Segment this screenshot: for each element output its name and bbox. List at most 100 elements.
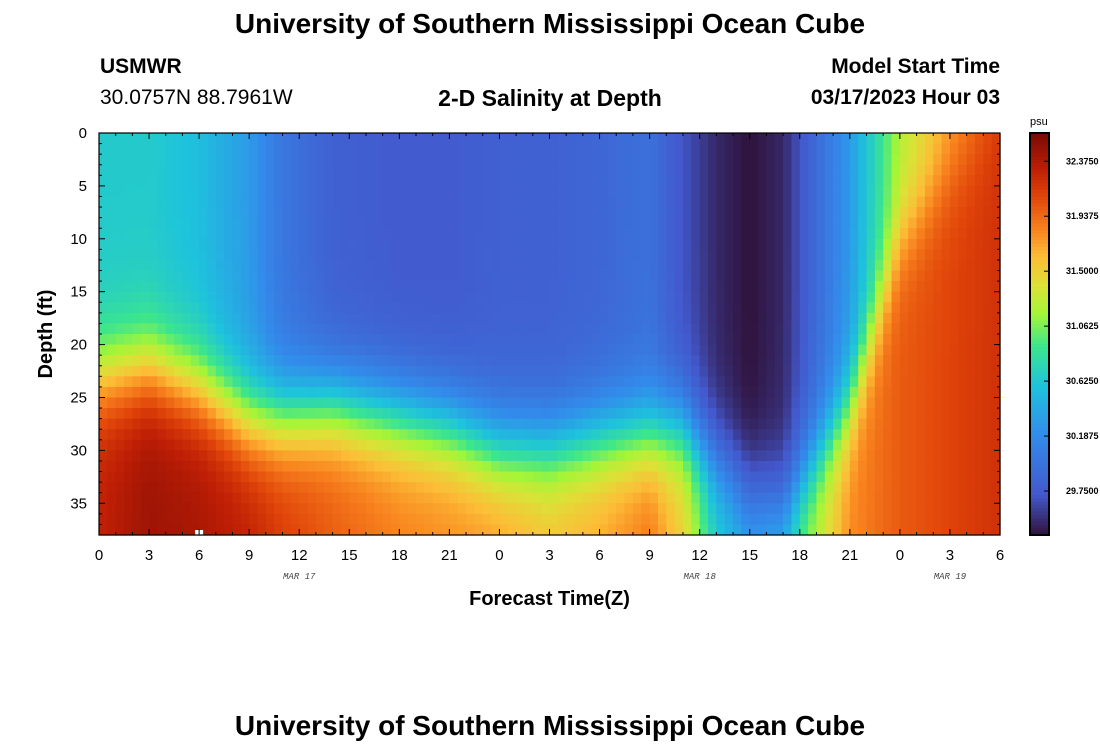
heatmap-cell (799, 175, 809, 187)
heatmap-cell (983, 133, 993, 145)
heatmap-cell (265, 482, 275, 494)
heatmap-cell (657, 207, 667, 219)
heatmap-cell (549, 228, 559, 240)
heatmap-cell (883, 133, 893, 145)
heatmap-cell (966, 196, 976, 208)
heatmap-cell (457, 196, 467, 208)
heatmap-cell (240, 185, 250, 198)
heatmap-cell (174, 376, 184, 388)
heatmap-cell (107, 143, 117, 155)
heatmap-cell (749, 397, 759, 409)
heatmap-cell (449, 196, 459, 208)
heatmap-cell (349, 281, 359, 293)
heatmap-cell (607, 386, 617, 399)
heatmap-cell (107, 302, 117, 314)
heatmap-cell (149, 154, 158, 166)
heatmap-cell (674, 376, 684, 388)
heatmap-cell (766, 323, 776, 335)
heatmap-cell (265, 291, 275, 303)
heatmap-cell (808, 164, 818, 176)
heatmap-cell (140, 302, 150, 314)
heatmap-cell (616, 133, 626, 145)
heatmap-cell (432, 397, 442, 409)
heatmap-cell (874, 175, 884, 187)
heatmap-cell (674, 228, 684, 240)
heatmap-cell (557, 344, 567, 356)
heatmap-cell (516, 312, 526, 325)
heatmap-cell (874, 133, 884, 145)
heatmap-cell (107, 344, 117, 356)
heatmap-cell (582, 355, 592, 367)
heatmap-cell (349, 291, 359, 303)
heatmap-cell (774, 238, 784, 250)
heatmap-cell (357, 133, 367, 145)
heatmap-cell (357, 482, 367, 494)
heatmap-cell (140, 238, 150, 250)
heatmap-cell (307, 492, 317, 504)
heatmap-cell (899, 450, 909, 462)
heatmap-cell (232, 386, 242, 399)
heatmap-cell (249, 513, 259, 526)
colorbar-segment (1030, 377, 1049, 382)
heatmap-cell (666, 312, 676, 325)
heatmap-cell (282, 249, 292, 261)
heatmap-cell (340, 228, 350, 240)
heatmap-cell (774, 259, 784, 272)
heatmap-cell (407, 185, 417, 198)
heatmap-cell (240, 312, 250, 325)
colorbar-segment (1030, 397, 1049, 402)
heatmap-cell (349, 513, 359, 526)
heatmap-cell (657, 185, 667, 198)
heatmap-cell (733, 302, 742, 314)
heatmap-cell (724, 217, 734, 229)
heatmap-cell (657, 291, 667, 303)
heatmap-cell (449, 154, 459, 166)
heatmap-cell (582, 133, 592, 145)
heatmap-cell (591, 196, 601, 208)
heatmap-cell (566, 482, 576, 494)
heatmap-cell (507, 291, 517, 303)
heatmap-cell (416, 376, 425, 388)
heatmap-cell (424, 217, 434, 229)
heatmap-cell (974, 143, 984, 155)
heatmap-cell (340, 418, 350, 430)
heatmap-cell (466, 154, 476, 166)
heatmap-cell (207, 503, 217, 515)
heatmap-cell (858, 291, 868, 303)
heatmap-cell (340, 196, 350, 208)
heatmap-cell (290, 323, 300, 335)
heatmap-cell (315, 386, 325, 399)
heatmap-cell (724, 418, 734, 430)
heatmap-cell (165, 196, 175, 208)
heatmap-cell (799, 207, 809, 219)
heatmap-cell (749, 376, 759, 388)
heatmap-cell (182, 524, 192, 536)
heatmap-cell (708, 312, 717, 325)
heatmap-cell (282, 281, 292, 293)
heatmap-cell (207, 217, 217, 229)
heatmap-cell (849, 312, 859, 325)
heatmap-cell (891, 133, 901, 145)
heatmap-cell (841, 228, 851, 240)
heatmap-cell (916, 460, 926, 473)
heatmap-cell (783, 376, 793, 388)
heatmap-cell (499, 164, 509, 176)
heatmap-cell (324, 344, 334, 356)
heatmap-cell (833, 503, 843, 515)
heatmap-cell (849, 323, 859, 335)
heatmap-cell (357, 175, 367, 187)
heatmap-cell (941, 482, 951, 494)
heatmap-cell (674, 281, 684, 293)
heatmap-cell (866, 270, 876, 282)
heatmap-cell (808, 482, 818, 494)
heatmap-cell (516, 133, 526, 145)
heatmap-cell (165, 429, 175, 441)
heatmap-cell (549, 492, 559, 504)
heatmap-cell (299, 524, 309, 536)
heatmap-cell (766, 439, 776, 451)
heatmap-cell (107, 492, 117, 504)
heatmap-cell (499, 259, 509, 272)
heatmap-cell (799, 524, 809, 536)
heatmap-cell (382, 154, 392, 166)
heatmap-cell (632, 492, 642, 504)
